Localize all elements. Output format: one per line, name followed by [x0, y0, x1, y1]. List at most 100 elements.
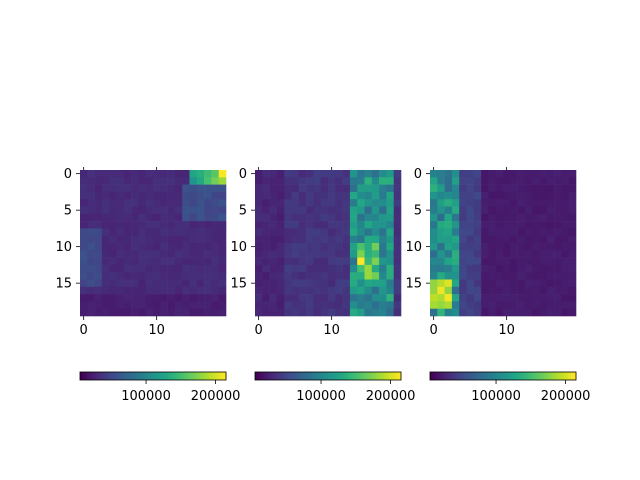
heatmap-cell	[80, 301, 88, 309]
heatmap-cell	[145, 286, 154, 295]
heatmap-cell	[87, 243, 95, 251]
colorbar-segment	[289, 372, 292, 380]
heatmap-cell	[167, 301, 176, 309]
colorbar-segment	[204, 372, 207, 380]
heatmap-cell	[123, 308, 132, 317]
heatmap-cell	[138, 235, 146, 244]
heatmap-cell	[568, 206, 577, 215]
heatmap-cell	[517, 308, 526, 317]
heatmap-cell	[532, 308, 540, 317]
heatmap-cell	[510, 279, 518, 288]
heatmap-cell	[393, 272, 402, 280]
heatmap-cell	[451, 199, 460, 207]
heatmap-cell	[379, 221, 387, 229]
heatmap-cell	[495, 308, 504, 317]
heatmap-cell	[269, 191, 278, 200]
heatmap-cell	[532, 235, 540, 244]
heatmap-cell	[174, 279, 183, 288]
colorbar-segment	[325, 372, 329, 380]
heatmap-cell	[561, 235, 569, 244]
heatmap-cell	[371, 243, 380, 251]
heatmap-cell	[379, 199, 387, 207]
heatmap-cell	[182, 279, 190, 288]
colorbar-segment	[374, 372, 378, 380]
heatmap-cell	[357, 257, 365, 266]
heatmap-cell	[554, 206, 562, 215]
colorbar-segment	[153, 372, 156, 380]
heatmap-cell	[554, 250, 562, 258]
heatmap-cell	[444, 177, 453, 185]
heatmap-cell	[204, 301, 212, 309]
heatmap-cell	[218, 279, 227, 288]
heatmap-cell	[255, 235, 263, 244]
heatmap-cell	[554, 221, 562, 229]
heatmap-cell	[430, 264, 438, 273]
heatmap-cell	[182, 257, 190, 266]
heatmap-cell	[174, 206, 183, 215]
heatmap-cell	[204, 199, 212, 207]
heatmap-cell	[189, 243, 198, 251]
colorbar-segment	[121, 372, 125, 380]
heatmap-cell	[568, 170, 577, 178]
heatmap-cell	[437, 257, 445, 266]
heatmap-cell	[182, 199, 190, 207]
heatmap-cell	[554, 228, 562, 236]
heatmap-cell	[510, 170, 518, 178]
heatmap-cell	[386, 199, 394, 207]
heatmap-cell	[546, 228, 555, 236]
heatmap-cell	[568, 199, 577, 207]
heatmap-cell	[532, 206, 540, 215]
heatmap-cell	[532, 191, 540, 200]
colorbar-segment	[106, 372, 110, 380]
heatmap-cell	[94, 264, 103, 273]
heatmap-cell	[437, 199, 445, 207]
heatmap-cell	[524, 286, 533, 295]
heatmap-cell	[87, 213, 95, 222]
heatmap-cell	[561, 184, 569, 193]
heatmap-cell	[94, 250, 103, 258]
colorbar-segment	[522, 372, 526, 380]
heatmap-cell	[546, 191, 555, 200]
colorbar-segment	[449, 372, 453, 380]
colorbar-segment	[267, 372, 270, 380]
heatmap-cell	[291, 279, 300, 288]
heatmap-cell	[276, 206, 285, 215]
heatmap-cell	[437, 177, 445, 185]
heatmap-cell	[510, 264, 518, 273]
heatmap-cell	[539, 294, 548, 302]
heatmap-cell	[444, 191, 453, 200]
heatmap-cell	[262, 184, 270, 193]
heatmap-cell	[349, 294, 358, 302]
colorbar-segment	[223, 372, 227, 380]
heatmap-cell	[160, 250, 168, 258]
heatmap-cell	[379, 279, 387, 288]
heatmap-cell	[459, 272, 467, 280]
heatmap-cell	[269, 279, 278, 288]
heatmap-cell	[131, 272, 139, 280]
heatmap-cell	[284, 191, 292, 200]
y-tick-label: 10	[405, 240, 422, 255]
heatmap-cell	[568, 264, 577, 273]
heatmap-cell	[109, 272, 117, 280]
heatmap-cell	[145, 272, 154, 280]
heatmap-cell	[160, 177, 168, 185]
heatmap-cell	[539, 221, 548, 229]
heatmap-cell	[262, 228, 270, 236]
heatmap-cell	[554, 308, 562, 317]
heatmap-cell	[357, 177, 365, 185]
colorbar-segment	[272, 372, 275, 380]
heatmap-cell	[80, 206, 88, 215]
heatmap-cell	[430, 272, 438, 280]
heatmap-cell	[94, 184, 103, 193]
colorbar-segment	[437, 372, 441, 380]
heatmap-cell	[437, 221, 445, 229]
heatmap-cell	[306, 199, 314, 207]
heatmap-cell	[517, 184, 526, 193]
heatmap-cell	[430, 228, 438, 236]
colorbar-segment	[160, 372, 164, 380]
heatmap-cell	[320, 279, 329, 288]
heatmap-cell	[371, 272, 380, 280]
heatmap-cell	[109, 264, 117, 273]
heatmap-cell	[444, 272, 453, 280]
colorbar-segment	[80, 372, 83, 380]
